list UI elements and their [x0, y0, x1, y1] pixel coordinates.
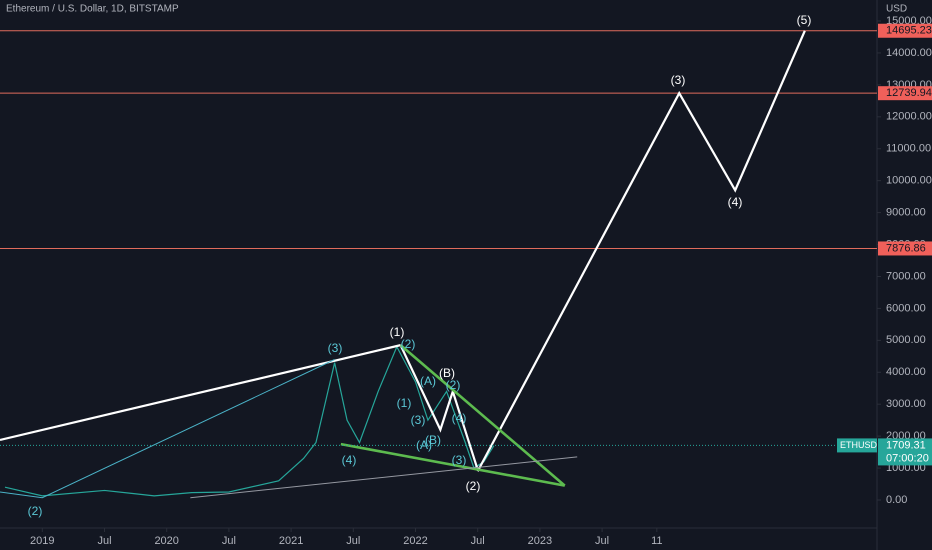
wave-drawing — [0, 344, 401, 442]
sub-wave-label: (B) — [425, 433, 441, 447]
y-tick-label: 7000.00 — [886, 270, 926, 282]
symbol-label: ETHUSD — [840, 440, 878, 450]
wave-drawing — [190, 456, 578, 499]
wave-label: (4) — [728, 195, 743, 209]
wave-drawing — [399, 344, 479, 470]
y-tick-label: 0.00 — [886, 494, 907, 506]
wave-label: (2) — [466, 479, 481, 493]
wave-drawing — [476, 30, 806, 472]
wave-drawing — [399, 344, 566, 487]
sub-wave-label: (2) — [28, 504, 43, 518]
x-tick-label: 2022 — [403, 535, 427, 547]
level-label: 12739.94 — [886, 87, 932, 99]
price-label: 1709.31 — [886, 439, 926, 451]
sub-wave-label: (4) — [452, 411, 467, 425]
sub-wave-label: (A) — [420, 374, 436, 388]
symbol-tag — [837, 438, 877, 453]
x-tick-label: Jul — [222, 535, 236, 547]
x-tick-label: 11 — [651, 535, 662, 547]
sub-wave-label: (4) — [342, 453, 357, 467]
sub-wave-label: (3) — [411, 413, 426, 427]
x-tick-label: 2023 — [528, 535, 552, 547]
x-tick-label: 2020 — [154, 535, 178, 547]
x-tick-label: 2021 — [279, 535, 303, 547]
wave-label: (B) — [439, 366, 455, 380]
x-tick-label: Jul — [97, 535, 111, 547]
wave-drawing — [340, 442, 566, 487]
level-label: 14695.23 — [886, 25, 932, 37]
y-tick-label: 5000.00 — [886, 334, 926, 346]
y-tick-label: 3000.00 — [886, 398, 926, 410]
y-tick-label: 9000.00 — [886, 207, 926, 219]
price-line — [4, 345, 495, 497]
y-tick-label: 4000.00 — [886, 366, 926, 378]
wave-label: (3) — [671, 73, 686, 87]
wave-label: (1) — [390, 325, 405, 339]
sub-wave-label: (2) — [401, 337, 416, 351]
countdown-label: 07:00:20 — [886, 452, 929, 464]
y-tick-label: 14000.00 — [886, 47, 932, 59]
sub-wave-label: (3) — [328, 341, 343, 355]
level-label: 7876.86 — [886, 242, 926, 254]
y-tick-label: 6000.00 — [886, 302, 926, 314]
sub-wave-label: (1) — [397, 396, 412, 410]
y-tick-label: 11000.00 — [886, 143, 931, 155]
x-tick-label: Jul — [346, 535, 360, 547]
x-tick-label: 2019 — [30, 535, 54, 547]
level-tag — [878, 241, 932, 256]
sub-wave-label: (3) — [452, 453, 467, 467]
sub-wave-label: (A) — [416, 438, 432, 452]
level-tag — [878, 86, 932, 101]
x-tick-label: Jul — [471, 535, 485, 547]
wave-label: (5) — [797, 13, 812, 27]
sub-wave-label: (2) — [446, 378, 461, 392]
price-tag — [878, 438, 932, 466]
level-tag — [878, 23, 932, 38]
y-tick-label: 10000.00 — [886, 175, 932, 187]
chart-title: Ethereum / U.S. Dollar, 1D, BITSTAMP — [6, 4, 179, 15]
wave-drawing — [0, 359, 335, 499]
y-tick-label: 12000.00 — [886, 111, 932, 123]
x-tick-label: Jul — [595, 535, 609, 547]
y-unit: USD — [886, 4, 907, 15]
